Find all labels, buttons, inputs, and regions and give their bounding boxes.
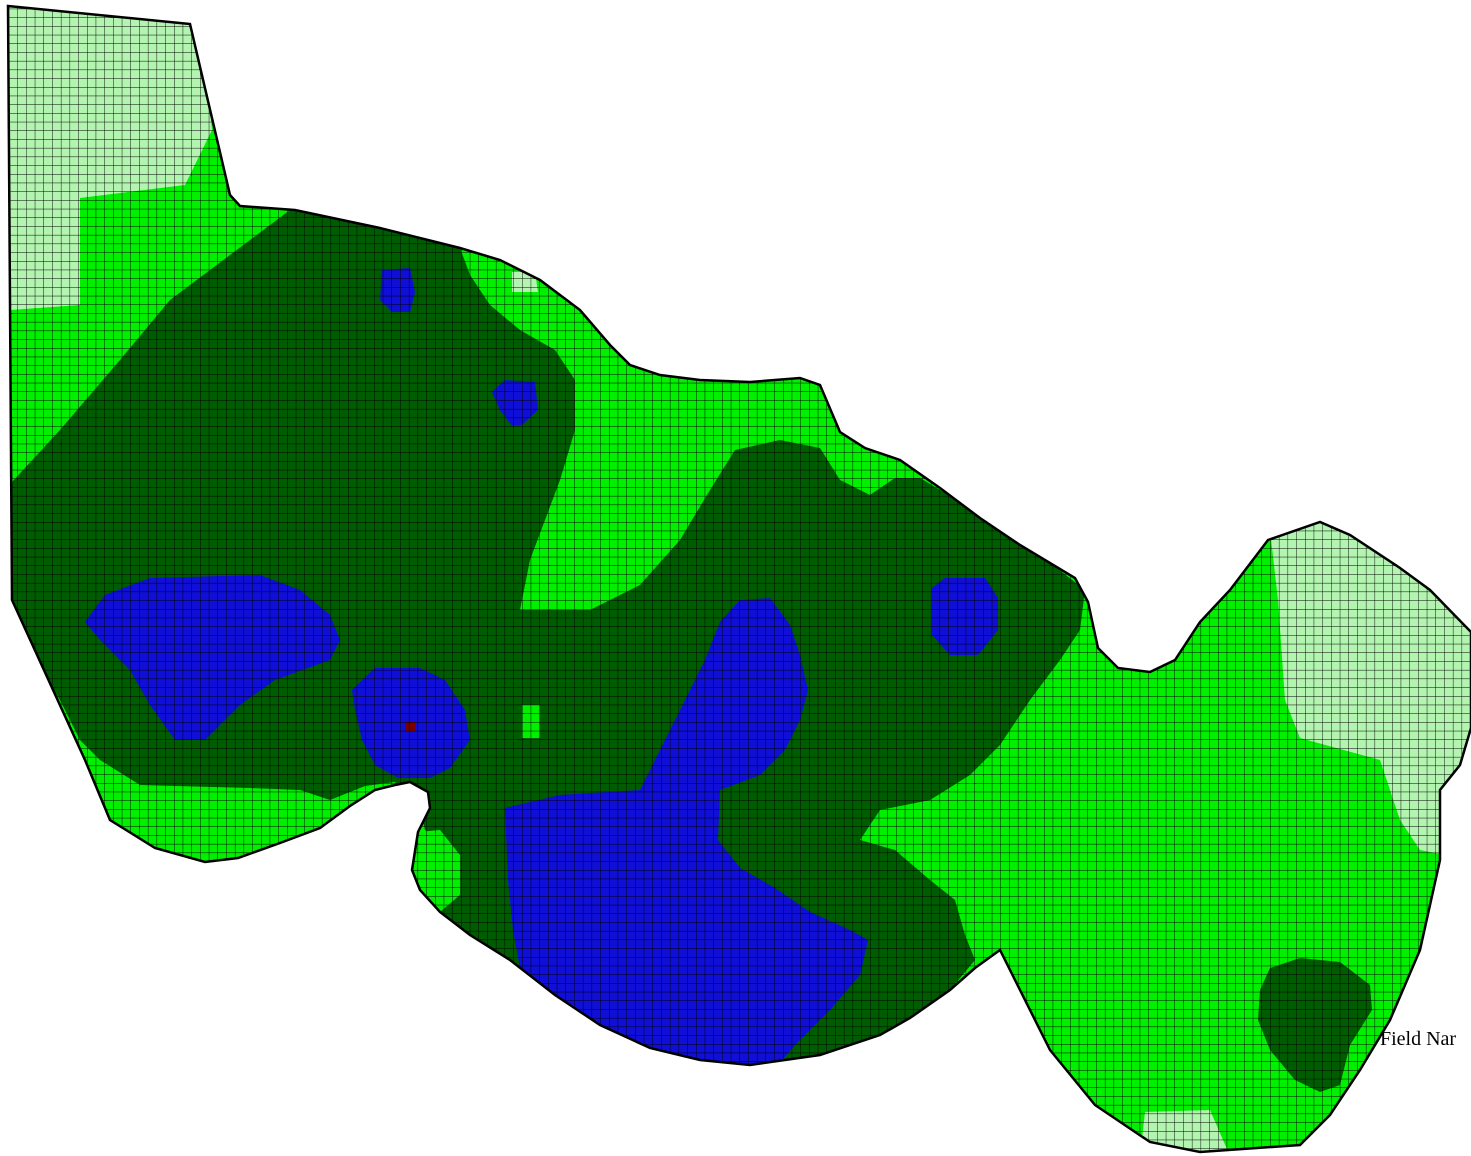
field-name-label: Field Nar [1380, 1028, 1457, 1050]
